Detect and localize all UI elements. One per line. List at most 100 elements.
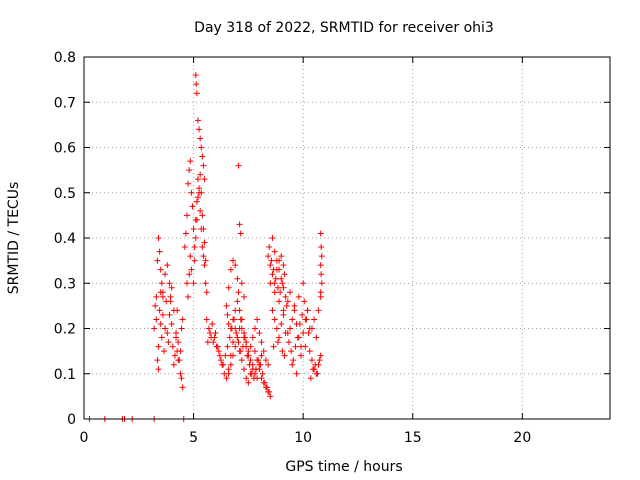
- y-axis-label: SRMTID / TECUs: [6, 182, 22, 295]
- data-point: [203, 316, 210, 323]
- data-point: [170, 361, 177, 368]
- data-point: [151, 325, 158, 332]
- data-point: [271, 248, 278, 255]
- data-point: [264, 384, 271, 391]
- data-point: [271, 316, 278, 323]
- data-point: [222, 352, 229, 359]
- data-point: [175, 357, 182, 364]
- data-point: [254, 316, 261, 323]
- data-point: [246, 361, 253, 368]
- data-point: [194, 194, 201, 201]
- data-point: [267, 262, 274, 269]
- data-point: [197, 171, 204, 178]
- data-point: [265, 253, 272, 260]
- y-tick-label: 0.5: [54, 186, 76, 202]
- data-point: [200, 253, 207, 260]
- data-point: [267, 280, 274, 287]
- data-point: [316, 357, 323, 364]
- data-point: [199, 244, 206, 251]
- data-point: [318, 253, 325, 260]
- data-point: [234, 275, 241, 282]
- data-point: [230, 352, 237, 359]
- data-point: [305, 330, 312, 337]
- data-point: [260, 348, 267, 355]
- data-point: [304, 307, 311, 314]
- data-point: [153, 316, 160, 323]
- data-point: [245, 348, 252, 355]
- data-point: [212, 330, 219, 337]
- data-point: [303, 316, 310, 323]
- data-point: [193, 90, 200, 97]
- data-point: [306, 348, 313, 355]
- data-point: [243, 339, 250, 346]
- x-tick-label: 15: [404, 430, 422, 446]
- data-point: [254, 375, 261, 382]
- data-point: [201, 176, 208, 183]
- data-point: [291, 302, 298, 309]
- data-point: [198, 144, 205, 151]
- data-point: [238, 357, 245, 364]
- data-point: [193, 81, 200, 88]
- x-tick-label: 20: [513, 430, 531, 446]
- data-point: [276, 266, 283, 273]
- data-point: [227, 325, 234, 332]
- data-point: [164, 262, 171, 269]
- data-point: [185, 293, 192, 300]
- data-point: [166, 311, 173, 318]
- data-point: [314, 370, 321, 377]
- data-point: [230, 316, 237, 323]
- data-point: [307, 375, 314, 382]
- data-point: [232, 343, 239, 350]
- y-tick-label: 0: [67, 412, 76, 428]
- data-point: [225, 370, 232, 377]
- data-point: [289, 316, 296, 323]
- data-point: [200, 162, 207, 169]
- data-point: [152, 302, 159, 309]
- data-point: [236, 325, 243, 332]
- data-point: [235, 339, 242, 346]
- data-point: [240, 366, 247, 373]
- data-point: [268, 257, 275, 264]
- data-point: [188, 189, 195, 196]
- data-point: [182, 230, 189, 237]
- data-point: [190, 280, 197, 287]
- data-point: [223, 302, 230, 309]
- data-point: [193, 216, 200, 223]
- data-point: [301, 298, 308, 305]
- data-point: [273, 325, 280, 332]
- data-point: [159, 311, 166, 318]
- data-point: [315, 307, 322, 314]
- data-point: [256, 361, 263, 368]
- data-point: [258, 339, 265, 346]
- data-point: [245, 379, 252, 386]
- data-point: [311, 316, 318, 323]
- data-point: [238, 280, 245, 287]
- data-point: [202, 257, 209, 264]
- data-point: [249, 334, 256, 341]
- data-point: [154, 357, 161, 364]
- data-point: [194, 176, 201, 183]
- data-point: [259, 370, 266, 377]
- data-point: [155, 366, 162, 373]
- data-point: [225, 284, 232, 291]
- data-point: [284, 330, 291, 337]
- data-point: [184, 280, 191, 287]
- data-point: [226, 334, 233, 341]
- data-point: [294, 334, 301, 341]
- data-point: [224, 311, 231, 318]
- data-point: [317, 352, 324, 359]
- data-point: [197, 207, 204, 214]
- data-point: [154, 257, 161, 264]
- data-point: [278, 275, 285, 282]
- data-point: [236, 221, 243, 228]
- data-point: [198, 189, 205, 196]
- data-point: [277, 289, 284, 296]
- data-point: [256, 330, 263, 337]
- data-point: [193, 198, 200, 205]
- data-point: [270, 266, 277, 273]
- data-point: [317, 289, 324, 296]
- data-point: [274, 284, 281, 291]
- data-point: [202, 280, 209, 287]
- data-point: [164, 330, 171, 337]
- data-point: [243, 375, 250, 382]
